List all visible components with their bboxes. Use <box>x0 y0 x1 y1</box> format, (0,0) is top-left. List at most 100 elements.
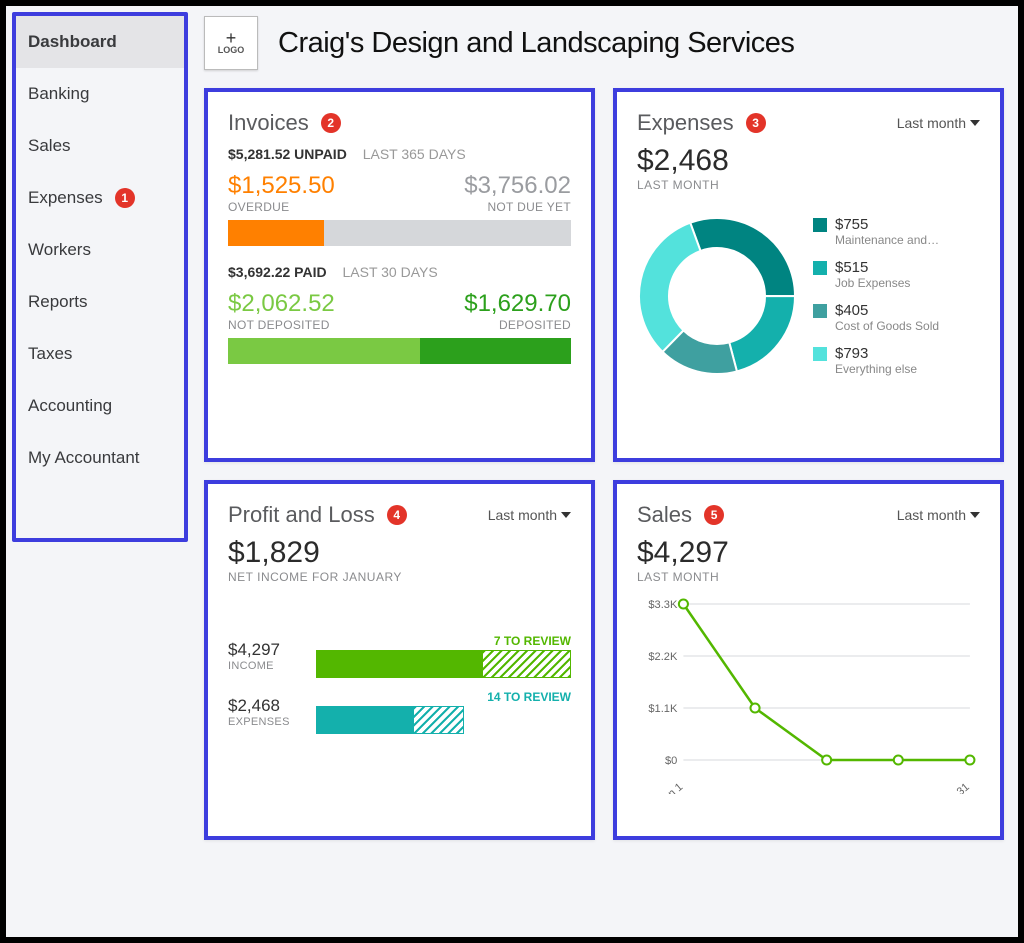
sales-title: Sales <box>637 502 692 528</box>
legend-label: Maintenance and… <box>835 233 939 247</box>
legend-swatch <box>813 218 827 232</box>
expenses-legend: $755 Maintenance and… $515 Job Expenses … <box>813 216 980 376</box>
paid-bar[interactable] <box>228 338 571 364</box>
legend-amount: $405 <box>835 302 939 319</box>
sidebar: Dashboard Banking Sales Expenses 1 Workers Rep… <box>12 12 188 542</box>
sales-chart[interactable]: $3.3K$2.2K$1.1K$0Jan 1Jan 31 <box>637 594 980 794</box>
header: + LOGO Craig's Design and Landscaping Se… <box>204 16 1004 70</box>
not-deposited-label: NOT DEPOSITED <box>228 318 335 332</box>
page-title: Craig's Design and Landscaping Services <box>278 27 794 60</box>
legend-swatch <box>813 304 827 318</box>
invoices-card: Invoices 2 $5,281.52 UNPAID LAST 365 DAY… <box>204 88 595 462</box>
pl-title: Profit and Loss <box>228 502 375 528</box>
overdue-label: OVERDUE <box>228 200 335 214</box>
pl-period-select[interactable]: Last month <box>488 507 571 523</box>
pl-expenses-amount: $2,468 <box>228 696 308 716</box>
chevron-down-icon <box>970 512 980 518</box>
pl-period-label: Last month <box>488 507 557 523</box>
svg-text:Jan 1: Jan 1 <box>657 781 686 794</box>
not-deposited-amount: $2,062.52 <box>228 290 335 318</box>
callout-badge-3: 3 <box>746 113 766 133</box>
logo-label: LOGO <box>218 45 245 55</box>
main-content: + LOGO Craig's Design and Landscaping Se… <box>188 6 1018 937</box>
legend-swatch <box>813 347 827 361</box>
legend-amount: $755 <box>835 216 939 233</box>
callout-badge-4: 4 <box>387 505 407 525</box>
expenses-total: $2,468 <box>637 144 980 178</box>
pl-expenses-review: 14 TO REVIEW <box>316 690 571 704</box>
pl-expenses-row[interactable]: $2,468 EXPENSES 14 TO REVIEW <box>228 690 571 734</box>
unpaid-amount: $5,281.52 UNPAID <box>228 146 347 162</box>
expenses-donut[interactable] <box>637 216 797 376</box>
plus-icon: + <box>226 31 237 45</box>
sidebar-item-my-accountant[interactable]: My Accountant <box>16 432 184 484</box>
chevron-down-icon <box>561 512 571 518</box>
add-logo-button[interactable]: + LOGO <box>204 16 258 70</box>
sidebar-item-label: My Accountant <box>28 448 140 468</box>
legend-label: Cost of Goods Sold <box>835 319 939 333</box>
sidebar-item-accounting[interactable]: Accounting <box>16 380 184 432</box>
sidebar-item-label: Dashboard <box>28 32 117 52</box>
sidebar-item-label: Accounting <box>28 396 112 416</box>
paid-amount: $3,692.22 PAID <box>228 264 327 280</box>
deposited-amount: $1,629.70 <box>464 290 571 318</box>
sidebar-item-label: Workers <box>28 240 91 260</box>
legend-label: Everything else <box>835 362 917 376</box>
expenses-legend-row[interactable]: $515 Job Expenses <box>813 259 980 290</box>
expenses-legend-row[interactable]: $755 Maintenance and… <box>813 216 980 247</box>
unpaid-bar[interactable] <box>228 220 571 246</box>
legend-label: Job Expenses <box>835 276 910 290</box>
legend-swatch <box>813 261 827 275</box>
svg-text:Jan 31: Jan 31 <box>939 781 972 794</box>
invoices-unpaid-summary: $5,281.52 UNPAID LAST 365 DAYS <box>228 146 571 162</box>
legend-amount: $793 <box>835 345 917 362</box>
callout-badge-5: 5 <box>704 505 724 525</box>
sidebar-item-taxes[interactable]: Taxes <box>16 328 184 380</box>
chevron-down-icon <box>970 120 980 126</box>
expenses-period-select[interactable]: Last month <box>897 115 980 131</box>
expenses-subtitle: LAST MONTH <box>637 178 980 192</box>
pl-income-label: INCOME <box>228 660 308 672</box>
sidebar-item-label: Taxes <box>28 344 72 364</box>
not-due-label: NOT DUE YET <box>464 200 571 214</box>
not-deposited-block[interactable]: $2,062.52 NOT DEPOSITED <box>228 290 335 332</box>
svg-text:$2.2K: $2.2K <box>648 651 678 663</box>
deposited-label: DEPOSITED <box>464 318 571 332</box>
deposited-block[interactable]: $1,629.70 DEPOSITED <box>464 290 571 332</box>
pl-expenses-bar <box>316 706 464 734</box>
sales-subtitle: LAST MONTH <box>637 570 980 584</box>
callout-badge-2: 2 <box>321 113 341 133</box>
svg-text:$3.3K: $3.3K <box>648 599 678 611</box>
pl-expenses-label: EXPENSES <box>228 716 308 728</box>
expenses-card: Expenses 3 Last month $2,468 LAST MONTH … <box>613 88 1004 462</box>
sidebar-item-sales[interactable]: Sales <box>16 120 184 172</box>
sales-period-select[interactable]: Last month <box>897 507 980 523</box>
sidebar-item-banking[interactable]: Banking <box>16 68 184 120</box>
sidebar-item-label: Banking <box>28 84 89 104</box>
sidebar-item-dashboard[interactable]: Dashboard <box>16 16 184 68</box>
sales-period-label: Last month <box>897 507 966 523</box>
expenses-period-label: Last month <box>897 115 966 131</box>
sidebar-item-expenses[interactable]: Expenses 1 <box>16 172 184 224</box>
invoices-title: Invoices <box>228 110 309 136</box>
not-due-amount: $3,756.02 <box>464 172 571 200</box>
sidebar-item-label: Sales <box>28 136 71 156</box>
callout-badge-1: 1 <box>115 188 135 208</box>
expenses-legend-row[interactable]: $405 Cost of Goods Sold <box>813 302 980 333</box>
svg-text:$1.1K: $1.1K <box>648 703 678 715</box>
pl-income-row[interactable]: $4,297 INCOME 7 TO REVIEW <box>228 634 571 678</box>
sidebar-item-label: Reports <box>28 292 88 312</box>
paid-period: LAST 30 DAYS <box>342 264 437 280</box>
not-due-block[interactable]: $3,756.02 NOT DUE YET <box>464 172 571 214</box>
pl-subtitle: NET INCOME FOR JANUARY <box>228 570 571 584</box>
sales-card: Sales 5 Last month $4,297 LAST MONTH $3.… <box>613 480 1004 840</box>
legend-amount: $515 <box>835 259 910 276</box>
pl-income-amount: $4,297 <box>228 640 308 660</box>
sidebar-item-label: Expenses <box>28 188 103 208</box>
profit-loss-card: Profit and Loss 4 Last month $1,829 NET … <box>204 480 595 840</box>
sidebar-item-workers[interactable]: Workers <box>16 224 184 276</box>
expenses-legend-row[interactable]: $793 Everything else <box>813 345 980 376</box>
overdue-block[interactable]: $1,525.50 OVERDUE <box>228 172 335 214</box>
pl-income-review: 7 TO REVIEW <box>316 634 571 648</box>
sidebar-item-reports[interactable]: Reports <box>16 276 184 328</box>
